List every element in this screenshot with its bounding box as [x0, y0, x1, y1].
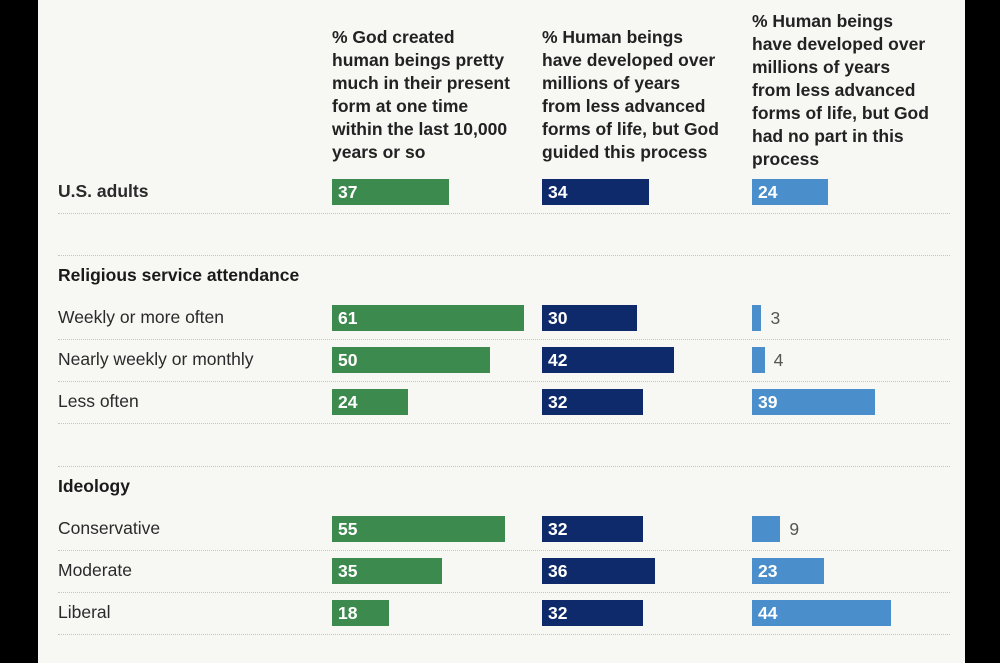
row-label: Less often [58, 391, 139, 411]
row-label: Liberal [58, 602, 111, 622]
row-label: U.S. adults [58, 181, 149, 201]
row-divider [58, 213, 950, 214]
bar-value-label: 32 [548, 392, 568, 412]
bar-value-label: 9 [789, 519, 800, 539]
bar-value-label: 23 [758, 561, 778, 581]
bar [332, 558, 443, 584]
row-divider [58, 381, 950, 382]
bar-value-label: 55 [338, 519, 358, 539]
bar-value-label: 4 [773, 350, 784, 370]
bar-value-label: 24 [758, 182, 778, 202]
column-header-god-guided: % Human beings have developed over milli… [542, 27, 719, 162]
bar-value-label: 32 [548, 603, 568, 623]
bar-value-label: 44 [758, 603, 778, 623]
row-label: Weekly or more often [58, 307, 224, 327]
bar-value-label: 50 [338, 350, 358, 370]
bar [752, 600, 891, 626]
bar-value-label: 3 [770, 308, 781, 328]
bar [752, 558, 825, 584]
column-header-god-created: % God created human beings pretty much i… [332, 27, 510, 162]
bar [542, 347, 675, 373]
bar-value-label: 39 [758, 392, 778, 412]
bar [752, 516, 781, 542]
row-divider [58, 592, 950, 593]
bar-value-label: 42 [548, 350, 568, 370]
bar [752, 347, 765, 373]
bar [542, 305, 637, 331]
bar [332, 389, 408, 415]
bar [332, 305, 525, 331]
chart-panel: % God created human beings pretty much i… [38, 0, 965, 663]
bar [752, 305, 762, 331]
bar-value-label: 18 [338, 603, 358, 623]
bar-value-label: 34 [548, 182, 568, 202]
row-divider [58, 339, 950, 340]
section-divider [58, 466, 950, 467]
row-divider [58, 550, 950, 551]
bar-value-label: 35 [338, 561, 358, 581]
row-divider [58, 634, 950, 635]
section-title: Religious service attendance [58, 265, 300, 285]
bar [752, 389, 875, 415]
bar [542, 179, 650, 205]
bar [542, 600, 643, 626]
bar-value-label: 37 [338, 182, 358, 202]
bar [332, 179, 449, 205]
bar [752, 179, 828, 205]
bar-value-label: 36 [548, 561, 568, 581]
bar [332, 516, 506, 542]
bar [542, 389, 643, 415]
row-label: Conservative [58, 518, 161, 538]
row-divider [58, 423, 950, 424]
bar [332, 347, 490, 373]
row-label: Nearly weekly or monthly [58, 349, 254, 369]
bar-value-label: 24 [338, 392, 358, 412]
bar [332, 600, 389, 626]
bar [542, 558, 656, 584]
bar-value-label: 61 [338, 308, 358, 328]
section-title: Ideology [58, 476, 130, 496]
row-label: Moderate [58, 560, 132, 580]
column-header-no-part: % Human beings have developed over milli… [752, 11, 929, 169]
bar-value-label: 32 [548, 519, 568, 539]
bar-value-label: 30 [548, 308, 568, 328]
bar [542, 516, 643, 542]
section-divider [58, 255, 950, 256]
